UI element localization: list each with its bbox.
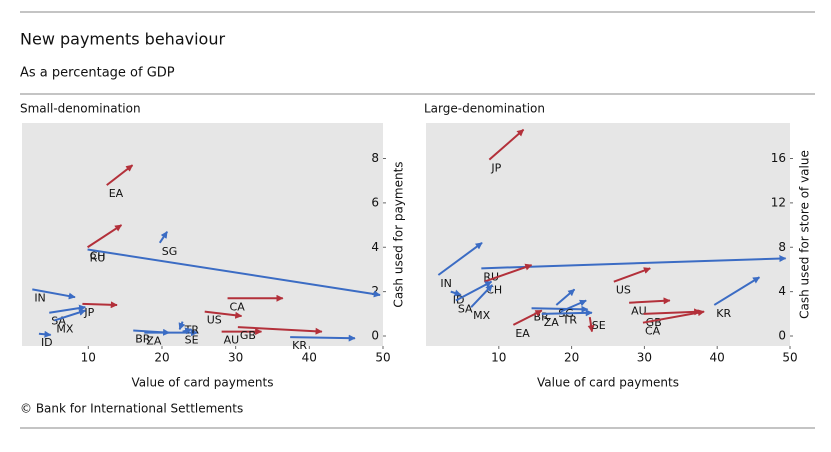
arrow-label: EA	[109, 187, 124, 200]
arrow	[204, 310, 243, 319]
y-tick-label: 4	[778, 284, 786, 298]
arrow	[87, 248, 381, 298]
arrow	[87, 224, 123, 249]
arrow	[541, 309, 593, 317]
arrow-label: JP	[83, 306, 94, 319]
arrow	[643, 308, 702, 316]
plot-area	[426, 123, 790, 346]
x-tick-label: 20	[154, 351, 169, 365]
arrow	[38, 330, 52, 338]
x-tick-label: 50	[782, 351, 797, 365]
x-tick-label: 30	[228, 351, 243, 365]
arrow-label: SE	[592, 319, 606, 332]
arrow-label: EA	[515, 327, 530, 340]
arrow	[555, 288, 576, 306]
arrow-label: ZA	[544, 316, 560, 329]
arrow	[613, 267, 651, 283]
arrow-label: GB	[240, 329, 256, 342]
panel-title: Large-denomination	[424, 102, 545, 116]
arrow-label: RU	[90, 251, 106, 264]
x-tick-label: 40	[710, 351, 725, 365]
arrow-label: ZA	[146, 335, 162, 348]
arrow	[82, 301, 118, 309]
arrow-label: SE	[185, 334, 199, 347]
arrow-label: IN	[440, 277, 451, 290]
panel-title: Small-denomination	[20, 102, 141, 116]
arrow	[713, 276, 761, 306]
footer: © Bank for International Settlements	[20, 402, 243, 416]
y-tick-label: 12	[771, 195, 786, 209]
arrow-label: KR	[716, 307, 731, 320]
arrow	[512, 309, 543, 326]
arrow-label: IN	[34, 291, 45, 304]
x-tick-label: 30	[637, 351, 652, 365]
arrow	[290, 334, 356, 342]
arrow-label: MX	[56, 322, 73, 335]
arrow	[182, 327, 193, 335]
arrow-label: CA	[230, 300, 246, 313]
y-axis-label: Cash used for payments	[392, 161, 406, 307]
y-tick-label: 6	[371, 195, 379, 209]
arrow-label: BR	[135, 332, 151, 345]
arrow	[437, 242, 483, 276]
arrow	[106, 164, 134, 186]
arrow-label: AU	[224, 334, 240, 347]
x-tick-label: 40	[302, 351, 317, 365]
y-tick-label: 0	[778, 329, 786, 343]
arrow	[158, 231, 168, 244]
arrow	[488, 128, 525, 161]
arrow-label: SA	[458, 303, 473, 316]
arrow	[32, 288, 76, 300]
arrow	[54, 309, 87, 322]
arrow	[470, 284, 493, 308]
arrow-label: MX	[473, 309, 490, 322]
arrow-label: CA	[645, 325, 661, 338]
arrow	[531, 305, 589, 313]
arrow	[629, 297, 671, 305]
arrow-label: AU	[631, 305, 647, 318]
arrow	[587, 317, 595, 333]
arrow-label: US	[616, 284, 631, 297]
arrow	[560, 299, 587, 313]
y-tick-label: 16	[771, 151, 786, 165]
arrow-label: US	[207, 314, 222, 327]
x-axis-label: Value of card payments	[132, 376, 274, 390]
y-axis-label: Cash used for store of value	[798, 150, 812, 319]
y-tick-label: 8	[371, 151, 379, 165]
x-tick-label: 10	[491, 351, 506, 365]
arrow-label: KR	[292, 339, 307, 352]
arrow-label: JP	[490, 162, 501, 175]
subtitle: As a percentage of GDP	[20, 66, 175, 81]
arrow-label: SG	[162, 245, 178, 258]
arrow	[642, 309, 705, 324]
x-tick-label: 50	[375, 351, 390, 365]
y-tick-label: 8	[778, 240, 786, 254]
y-tick-label: 2	[371, 284, 379, 298]
title: New payments behaviour	[20, 30, 225, 49]
x-tick-label: 20	[564, 351, 579, 365]
arrow	[237, 326, 323, 335]
arrow-label: TR	[562, 314, 578, 327]
arrow	[49, 304, 87, 314]
x-axis-label: Value of card payments	[537, 376, 679, 390]
y-tick-label: 4	[371, 240, 379, 254]
arrow	[450, 289, 462, 297]
y-tick-label: 0	[371, 329, 379, 343]
arrow	[178, 321, 186, 331]
x-tick-label: 10	[81, 351, 96, 365]
arrow	[483, 263, 533, 283]
arrow-label: ID	[41, 336, 53, 349]
